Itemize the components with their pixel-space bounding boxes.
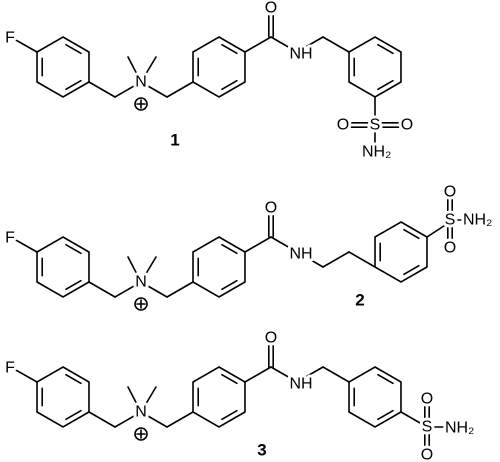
atom-label: NH₂ <box>463 212 492 229</box>
atom-label: O <box>401 117 413 134</box>
benzene-ring <box>348 366 402 428</box>
ring-double-bond <box>221 409 238 421</box>
bond <box>127 256 142 283</box>
atom-label: O <box>265 330 277 347</box>
bond <box>166 81 194 98</box>
ring-double-bond <box>65 279 82 291</box>
bond <box>114 81 142 98</box>
bond <box>114 411 142 428</box>
ring-double-bond <box>65 43 82 55</box>
bond <box>13 368 38 383</box>
atom-label: N <box>135 74 147 91</box>
atom-label: N <box>135 274 147 291</box>
atom-label: O <box>444 240 456 257</box>
atom-label: F <box>5 230 15 247</box>
atom-label: F <box>5 360 15 377</box>
benzene-ring <box>36 366 90 428</box>
benzene-ring <box>36 236 90 298</box>
bond <box>114 281 142 298</box>
benzene-ring <box>374 221 428 283</box>
atom-label: O <box>337 117 349 134</box>
atom-label: O <box>265 0 277 17</box>
atom-label: S <box>422 419 433 436</box>
compound-number: 2 <box>355 291 364 310</box>
layer <box>13 11 467 452</box>
bond <box>13 238 38 253</box>
bond <box>127 56 142 83</box>
bond <box>244 36 272 53</box>
compound-number: 3 <box>257 441 266 460</box>
bond <box>127 386 142 413</box>
atom-label: S <box>445 212 456 229</box>
ring-double-bond <box>377 79 394 91</box>
ring-double-bond <box>221 279 238 291</box>
ring-double-bond <box>221 373 238 385</box>
ring-double-bond <box>221 43 238 55</box>
bond <box>244 366 272 383</box>
bond <box>13 38 38 53</box>
ring-double-bond <box>377 409 394 421</box>
benzene-ring <box>192 236 246 298</box>
bond <box>140 56 157 83</box>
ring-double-bond <box>65 409 82 421</box>
atom-label: N <box>135 404 147 421</box>
atom-label: O <box>265 200 277 217</box>
ring-double-bond <box>221 79 238 91</box>
benzene-ring <box>192 366 246 428</box>
atom-label: O <box>421 391 433 408</box>
bond <box>270 36 298 53</box>
ring-double-bond <box>65 373 82 385</box>
bond <box>166 411 194 428</box>
ring-double-bond <box>403 228 420 240</box>
ring-double-bond <box>65 79 82 91</box>
atom-label: O <box>421 447 433 462</box>
bond <box>140 411 168 428</box>
ring-double-bond <box>221 243 238 255</box>
atom-label: F <box>5 30 15 47</box>
bond <box>270 366 298 383</box>
bond <box>348 251 376 268</box>
bond <box>426 221 451 238</box>
charge-circle <box>134 297 148 311</box>
bond <box>88 411 116 428</box>
benzene-ring <box>36 36 90 98</box>
charge-circle <box>134 97 148 111</box>
bond <box>140 281 168 298</box>
charge-circle <box>134 427 148 441</box>
compound-number: 1 <box>170 131 179 150</box>
atom-label: NH <box>289 376 312 393</box>
bond <box>322 36 350 53</box>
ring-double-bond <box>403 264 420 276</box>
benzene-ring <box>192 36 246 98</box>
bond <box>322 251 350 268</box>
bond <box>88 81 116 98</box>
ring-double-bond <box>377 373 394 385</box>
bond <box>296 366 324 383</box>
bond <box>296 251 324 268</box>
benzene-ring <box>348 36 402 98</box>
ring-double-bond <box>377 43 394 55</box>
bond <box>400 411 428 428</box>
bond <box>140 81 168 98</box>
atom-label: NH₂ <box>362 144 391 161</box>
atom-label: O <box>444 184 456 201</box>
atom-label: S <box>370 117 381 134</box>
bond <box>244 236 272 253</box>
ring-double-bond <box>65 243 82 255</box>
bond <box>296 36 324 53</box>
bond <box>166 281 194 298</box>
bond <box>140 386 157 413</box>
atom-label: NH <box>289 246 312 263</box>
bond <box>88 281 116 298</box>
bond <box>270 236 298 253</box>
bond <box>322 366 350 383</box>
atom-label: NH₂ <box>445 420 474 437</box>
bond <box>140 256 157 283</box>
atom-label: NH <box>289 46 312 63</box>
